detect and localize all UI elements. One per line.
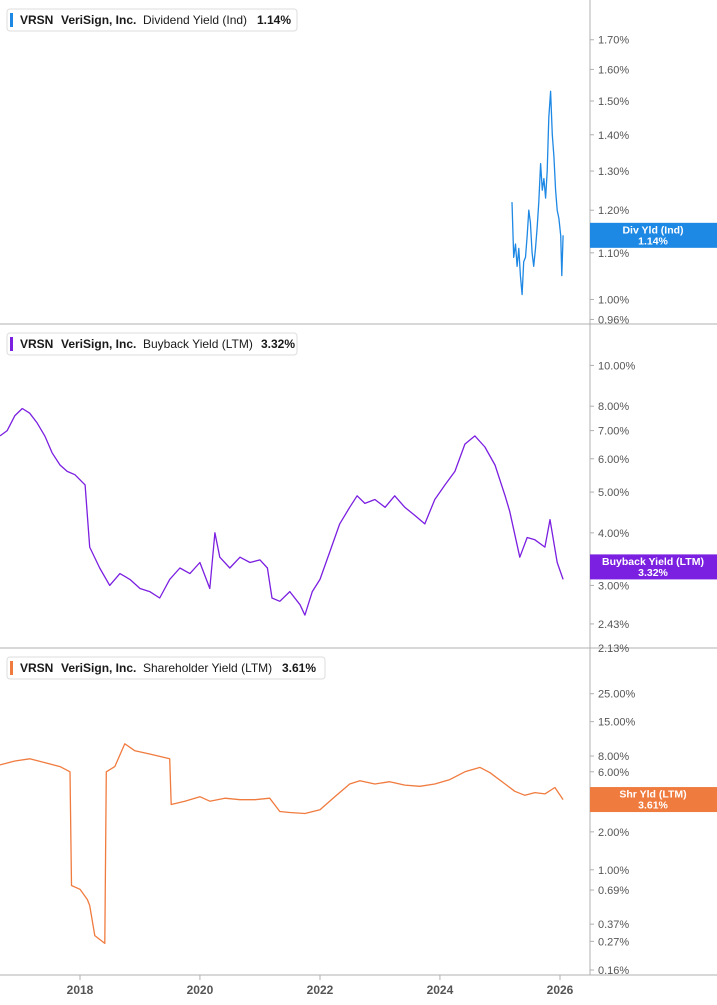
legend-metric: Shareholder Yield (LTM)	[143, 661, 272, 675]
legend-ticker: VRSN	[20, 13, 53, 27]
y-tick-label: 1.60%	[598, 64, 629, 76]
x-tick-label: 2018	[67, 983, 94, 997]
y-tick-label: 1.30%	[598, 166, 629, 178]
x-tick-label: 2020	[187, 983, 214, 997]
legend-metric: Buyback Yield (LTM)	[143, 337, 253, 351]
y-tick-label: 0.37%	[598, 919, 629, 931]
y-tick-label: 6.00%	[598, 767, 629, 779]
legend-current-value: 3.32%	[261, 337, 295, 351]
y-tick-label: 5.00%	[598, 487, 629, 499]
legend-company: VeriSign, Inc.	[61, 13, 136, 27]
y-tick-label: 8.00%	[598, 401, 629, 413]
flag-value: 1.14%	[638, 235, 668, 247]
flag-value: 3.61%	[638, 800, 668, 812]
series-line-shareholder	[0, 743, 564, 945]
y-tick-label: 3.00%	[598, 580, 629, 592]
y-tick-label: 6.00%	[598, 454, 629, 466]
y-tick-label: 0.69%	[598, 885, 629, 897]
y-tick-label: 7.00%	[598, 426, 629, 438]
series-line-buyback	[0, 407, 564, 616]
flag-label: Shr Yld (LTM)	[619, 789, 686, 801]
legend-box	[6, 8, 298, 32]
y-tick-label: 0.27%	[598, 936, 629, 948]
series-line-dividend	[511, 90, 564, 296]
flag-label: Div Yld (Ind)	[622, 224, 683, 236]
y-tick-label: 4.00%	[598, 528, 629, 540]
y-tick-label: 25.00%	[598, 689, 636, 701]
y-tick-label: 2.43%	[598, 619, 629, 631]
y-tick-label: 2.00%	[598, 827, 629, 839]
legend-company: VeriSign, Inc.	[61, 337, 136, 351]
legend-box	[6, 332, 298, 356]
legend-current-value: 3.61%	[282, 661, 316, 675]
flag-value: 3.32%	[638, 567, 668, 579]
y-tick-label: 1.20%	[598, 205, 629, 217]
x-tick-label: 2026	[547, 983, 574, 997]
legend-company: VeriSign, Inc.	[61, 661, 136, 675]
legend-swatch	[10, 337, 13, 351]
legend-current-value: 1.14%	[257, 13, 291, 27]
y-tick-label: 1.70%	[598, 35, 629, 47]
y-tick-label: 1.50%	[598, 96, 629, 108]
y-tick-label: 2.13%	[598, 643, 629, 655]
y-tick-label: 15.00%	[598, 717, 636, 729]
y-tick-label: 0.96%	[598, 314, 629, 326]
y-tick-label: 1.00%	[598, 865, 629, 877]
flag-label: Buyback Yield (LTM)	[602, 556, 704, 568]
current-value-flag	[590, 554, 717, 580]
current-value-flag	[590, 787, 717, 813]
y-tick-label: 1.40%	[598, 130, 629, 142]
legend-swatch	[10, 13, 13, 27]
current-value-flag	[590, 222, 717, 248]
x-tick-label: 2024	[427, 983, 454, 997]
legend-ticker: VRSN	[20, 337, 53, 351]
y-tick-label: 8.00%	[598, 751, 629, 763]
legend-ticker: VRSN	[20, 661, 53, 675]
y-tick-label: 10.00%	[598, 360, 636, 372]
legend-metric: Dividend Yield (Ind)	[143, 13, 247, 27]
y-tick-label: 1.10%	[598, 248, 629, 260]
y-tick-label: 0.16%	[598, 965, 629, 977]
y-tick-label: 1.00%	[598, 294, 629, 306]
legend-box	[6, 656, 326, 680]
legend-swatch	[10, 661, 13, 675]
x-tick-label: 2022	[307, 983, 334, 997]
